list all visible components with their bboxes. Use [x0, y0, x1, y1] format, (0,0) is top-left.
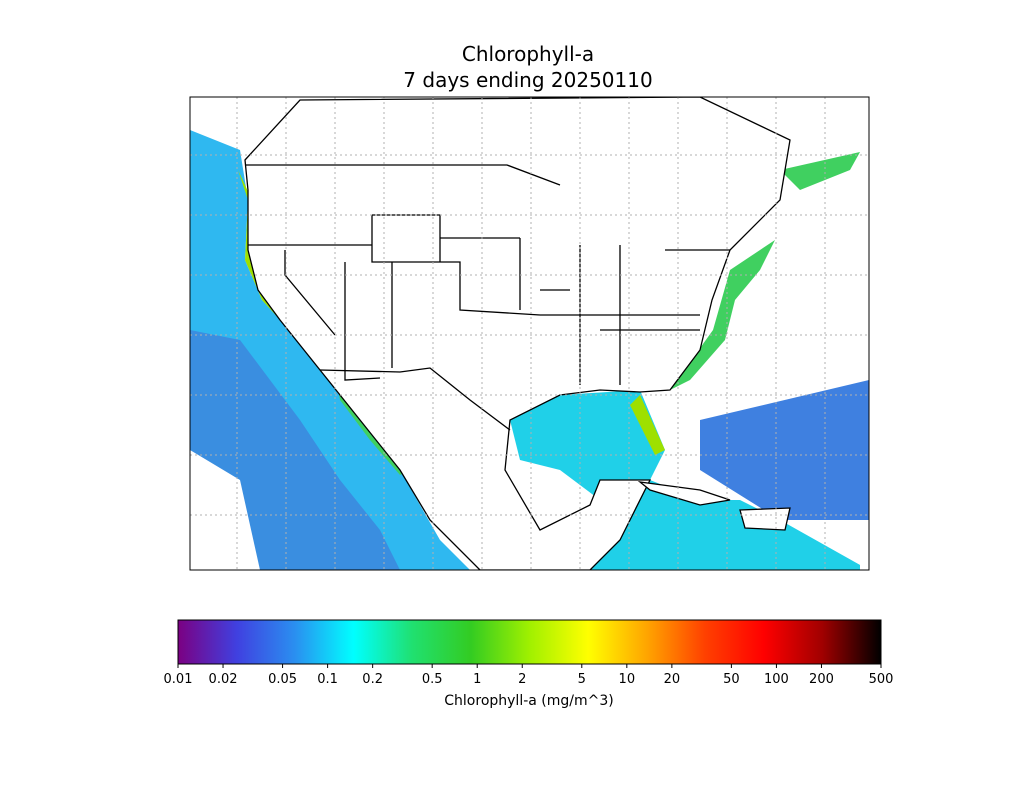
- subtitle: 7 days ending 20250110: [403, 68, 652, 92]
- colorbar-tick-label: 5: [578, 672, 586, 687]
- us-mexico-border: [319, 367, 511, 431]
- graticule: [190, 97, 869, 570]
- colorbar-tick-label: 500: [869, 672, 894, 687]
- colorbar-tick-label: 0.2: [362, 672, 383, 687]
- colorbar-tick-label: 0.01: [164, 672, 193, 687]
- colorbar-tick-label: 10: [619, 672, 636, 687]
- colorbar-tick-label: 20: [664, 672, 681, 687]
- colorbar-label: Chlorophyll-a (mg/m^3): [444, 693, 613, 709]
- colorbar-tick-label: 0.02: [209, 672, 238, 687]
- gulf-of-st-lawrence: [780, 152, 860, 190]
- colorbar-tick-label: 200: [809, 672, 834, 687]
- cuba: [637, 481, 731, 506]
- colorbar-tick-label: 0.1: [317, 672, 338, 687]
- florida-shelf: [630, 395, 665, 455]
- colorbar-tick-label: 100: [764, 672, 789, 687]
- hispaniola: [739, 507, 791, 531]
- colorbar-tick-label: 0.5: [422, 672, 443, 687]
- colorbar-tick-label: 0.05: [268, 672, 297, 687]
- colorbar-tick-label: 2: [518, 672, 526, 687]
- pacific-no-data: [190, 450, 260, 570]
- title: Chlorophyll-a: [462, 42, 594, 66]
- map: [190, 97, 869, 570]
- state-borders: [245, 164, 730, 385]
- colorbar-tick-label: 50: [723, 672, 740, 687]
- map-frame: [189, 96, 870, 571]
- colorbar-scale: [177, 619, 882, 665]
- colorbar-tick-label: 1: [473, 672, 481, 687]
- colorbar: Chlorophyll-a (mg/m^3) 0.01 0.02 0.05 0.1 0.…: [164, 619, 894, 709]
- atlantic-deep: [700, 380, 869, 520]
- atlantic-coastal: [670, 240, 775, 390]
